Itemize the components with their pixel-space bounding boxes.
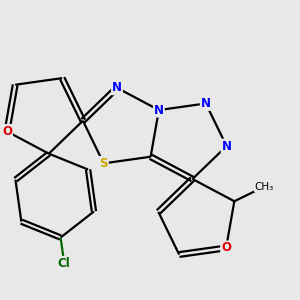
Text: N: N [222, 140, 232, 153]
Text: N: N [154, 103, 164, 117]
Text: Cl: Cl [58, 257, 70, 270]
Text: N: N [201, 97, 211, 110]
Text: S: S [99, 157, 108, 170]
Text: N: N [112, 81, 122, 94]
Text: O: O [2, 125, 12, 138]
Text: O: O [221, 242, 231, 254]
Text: CH₃: CH₃ [254, 182, 274, 192]
